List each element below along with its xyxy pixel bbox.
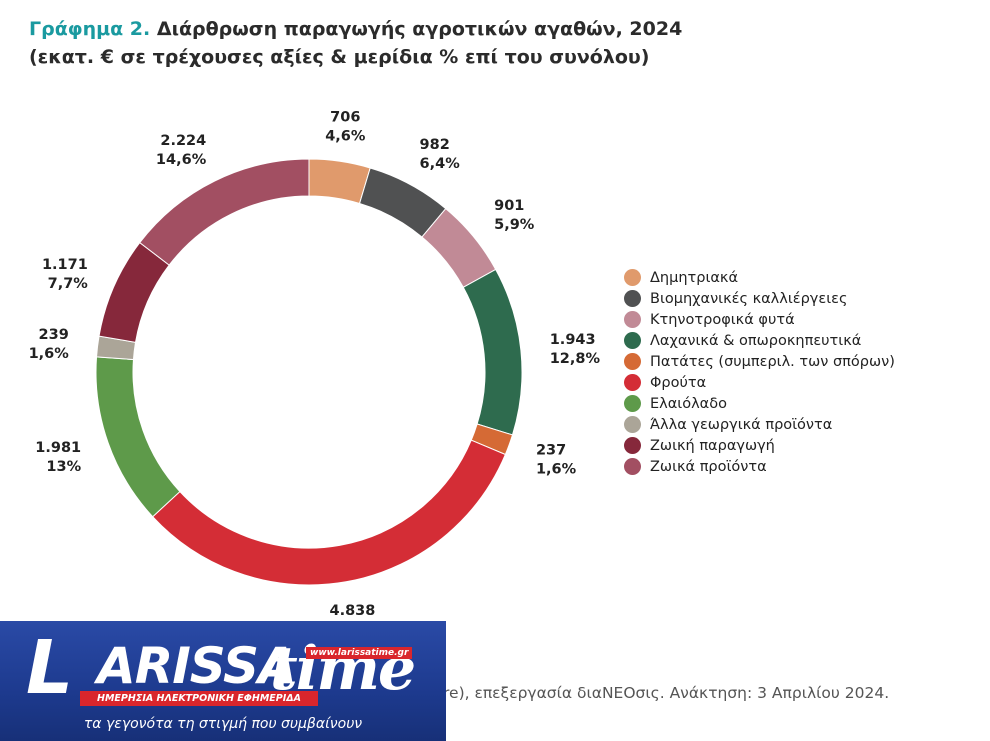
logo-word: ARISSA — [97, 637, 297, 695]
data-label-8: 239 1,6% — [29, 327, 70, 362]
legend-label: Δημητριακά — [650, 269, 739, 286]
data-label-4: 1.943 12,8% — [550, 332, 601, 367]
legend-swatch — [624, 311, 641, 328]
data-label-3: 901 5,9% — [494, 198, 535, 233]
data-label-7: 1.981 13% — [35, 440, 81, 475]
legend-item-3: Κτηνοτροφικά φυτά — [624, 309, 895, 330]
slice-7 — [95, 356, 181, 518]
legend-label: Φρούτα — [650, 374, 707, 391]
logo-tagline: τα γεγονότα τη στιγμή που συμβαίνουν — [83, 716, 363, 732]
legend-item-9: Ζωική παραγωγή — [624, 435, 895, 456]
larissatime-logo[interactable]: L ARISSA time www.larissatime.gr ΗΜΕΡΗΣΙ… — [0, 621, 446, 741]
legend-label: Πατάτες (συμπεριλ. των σπόρων) — [650, 353, 895, 370]
logo-url: www.larissatime.gr — [306, 647, 413, 659]
slice-4 — [462, 268, 523, 436]
legend-label: Ζωική παραγωγή — [650, 437, 775, 454]
logo-letter: L — [26, 625, 73, 711]
legend-swatch — [624, 269, 641, 286]
data-label-10: 2.224 14,6% — [156, 133, 207, 168]
slice-6 — [151, 439, 507, 586]
legend-label: Λαχανικά & οπωροκηπευτικά — [650, 332, 862, 349]
legend-label: Ελαιόλαδο — [650, 395, 727, 412]
legend-label: Κτηνοτροφικά φυτά — [650, 311, 795, 328]
title-lead: Γράφημα 2. — [29, 18, 151, 40]
data-label-5: 237 1,6% — [536, 442, 577, 477]
legend-label: Άλλα γεωργικά προϊόντα — [650, 416, 833, 433]
slice-1 — [308, 158, 371, 205]
legend-item-1: Δημητριακά — [624, 267, 895, 288]
data-label-9: 1.171 7,7% — [42, 257, 88, 292]
legend-swatch — [624, 332, 641, 349]
legend-item-5: Πατάτες (συμπεριλ. των σπόρων) — [624, 351, 895, 372]
legend-swatch — [624, 437, 641, 454]
legend-swatch — [624, 374, 641, 391]
title-rest: Διάρθρωση παραγωγής αγροτικών αγαθών, 20… — [150, 18, 683, 40]
title-line: Γράφημα 2. Διάρθρωση παραγωγής αγροτικών… — [29, 15, 682, 43]
legend-item-6: Φρούτα — [624, 372, 895, 393]
legend-swatch — [624, 458, 641, 475]
source-note: re), επεξεργασία διαΝΕΟσις. Ανάκτηση: 3 … — [443, 684, 890, 702]
chart-title: Γράφημα 2. Διάρθρωση παραγωγής αγροτικών… — [29, 15, 682, 71]
legend-label: Βιομηχανικές καλλιέργειες — [650, 290, 848, 307]
legend-item-10: Ζωικά προϊόντα — [624, 456, 895, 477]
legend-swatch — [624, 416, 641, 433]
data-label-2: 982 6,4% — [420, 137, 461, 172]
legend-item-2: Βιομηχανικές καλλιέργειες — [624, 288, 895, 309]
logo-bar-text: ΗΜΕΡΗΣΙΑ ΗΛΕΚΤΡΟΝΙΚΗ ΕΦΗΜΕΡΙΔΑ — [80, 691, 318, 706]
legend-swatch — [624, 395, 641, 412]
legend-swatch — [624, 290, 641, 307]
data-label-1: 706 4,6% — [325, 110, 366, 145]
legend-item-4: Λαχανικά & οπωροκηπευτικά — [624, 330, 895, 351]
legend-item-7: Ελαιόλαδο — [624, 393, 895, 414]
chart-subtitle: (εκατ. € σε τρέχουσες αξίες & μερίδια % … — [29, 46, 650, 68]
legend-swatch — [624, 353, 641, 370]
legend-label: Ζωικά προϊόντα — [650, 458, 767, 475]
chart-legend: Δημητριακά Βιομηχανικές καλλιέργειες Κτηνο… — [624, 267, 895, 477]
legend-item-8: Άλλα γεωργικά προϊόντα — [624, 414, 895, 435]
slice-10 — [139, 158, 310, 266]
